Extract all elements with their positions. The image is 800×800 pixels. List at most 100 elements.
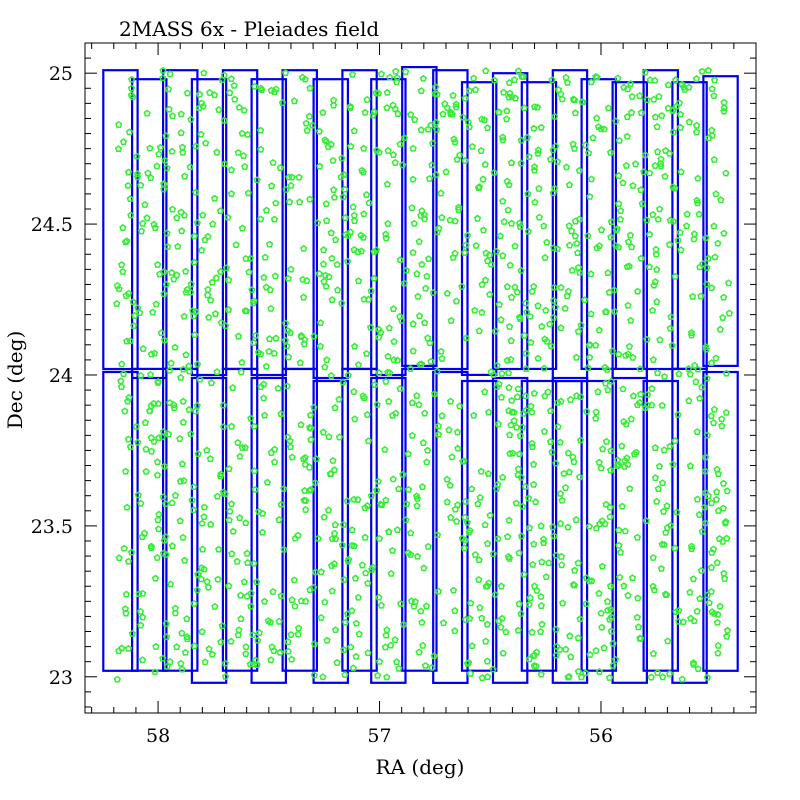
source-point-1451	[178, 665, 186, 673]
source-point-223	[164, 242, 172, 250]
source-point-1087	[142, 445, 150, 453]
source-point-602	[162, 132, 170, 139]
source-point-991	[529, 460, 538, 468]
source-point-898	[432, 125, 441, 133]
source-point-1036	[621, 527, 629, 535]
source-point-1172	[437, 347, 445, 355]
source-point-1003	[424, 255, 433, 263]
source-point-141	[617, 207, 625, 214]
source-point-504	[253, 176, 261, 184]
x-axis-label: RA (deg)	[376, 755, 465, 779]
source-point-1221	[306, 195, 314, 203]
source-point-1157	[300, 293, 308, 301]
source-point-676	[543, 337, 551, 345]
source-point-565	[328, 296, 336, 304]
source-point-1190	[260, 394, 268, 402]
source-point-1027	[301, 460, 309, 468]
source-point-145	[618, 442, 626, 450]
source-point-1145	[544, 388, 552, 396]
source-point-1594	[187, 288, 195, 296]
source-point-811	[561, 483, 570, 491]
source-point-108	[366, 323, 375, 331]
source-point-1458	[190, 506, 198, 514]
source-point-255	[221, 672, 230, 680]
source-point-1450	[242, 643, 250, 650]
source-point-53	[486, 290, 494, 298]
source-point-883	[338, 541, 346, 549]
source-point-410	[384, 352, 392, 360]
source-point-1559	[424, 125, 432, 133]
source-point-99	[193, 360, 202, 368]
source-point-561	[163, 229, 171, 237]
source-point-1355	[168, 268, 176, 276]
source-point-1176	[634, 287, 642, 295]
source-point-1531	[643, 335, 651, 343]
source-point-1109	[538, 558, 546, 566]
source-point-458	[714, 239, 722, 247]
source-point-13	[121, 407, 129, 415]
source-point-172	[396, 140, 404, 148]
source-point-65	[171, 609, 179, 617]
source-point-1348	[190, 258, 198, 266]
source-point-1238	[653, 147, 662, 155]
source-point-1356	[246, 660, 254, 668]
source-point-153	[713, 618, 721, 626]
source-point-45	[206, 88, 214, 96]
source-point-277	[628, 92, 636, 100]
source-point-452	[657, 159, 665, 167]
source-point-915	[587, 270, 595, 278]
source-point-1442	[571, 109, 580, 117]
source-point-619	[329, 456, 337, 464]
source-point-1443	[554, 422, 562, 430]
source-point-1548	[533, 103, 542, 111]
source-point-706	[384, 219, 392, 227]
source-point-1439	[247, 414, 255, 422]
source-point-914	[149, 308, 157, 316]
source-point-728	[209, 220, 217, 228]
source-point-387	[193, 586, 201, 594]
source-point-233	[714, 641, 722, 649]
source-point-1514	[369, 563, 377, 571]
source-point-1073	[672, 608, 680, 616]
source-point-1568	[571, 217, 580, 225]
source-point-1409	[217, 470, 225, 478]
source-point-1046	[382, 377, 390, 385]
source-point-1350	[472, 241, 480, 249]
source-point-1527	[162, 550, 170, 558]
source-point-202	[546, 155, 555, 163]
source-point-528	[574, 249, 582, 257]
source-point-322	[687, 542, 696, 550]
source-point-400	[497, 315, 505, 323]
source-point-1537	[322, 216, 331, 224]
source-point-916	[612, 117, 620, 125]
source-point-977	[134, 491, 142, 499]
source-point-488	[607, 446, 615, 454]
source-point-1297	[453, 428, 462, 436]
source-point-1200	[420, 564, 428, 572]
source-point-1299	[284, 353, 293, 361]
source-point-1110	[718, 415, 726, 423]
source-point-799	[565, 672, 573, 680]
source-point-836	[707, 587, 715, 595]
source-point-97	[570, 566, 579, 574]
source-point-668	[603, 365, 611, 373]
source-point-1170	[592, 408, 600, 416]
source-point-925	[484, 469, 492, 477]
source-point-1441	[520, 104, 528, 112]
source-point-1413	[183, 633, 191, 640]
source-point-1533	[507, 336, 515, 344]
source-point-1230	[154, 399, 162, 407]
source-point-1349	[482, 637, 490, 645]
source-point-363	[438, 411, 446, 419]
source-point-877	[606, 582, 615, 590]
source-point-635	[646, 230, 654, 238]
source-point-1320	[577, 321, 585, 329]
source-point-270	[592, 524, 600, 532]
source-point-1074	[218, 76, 226, 84]
source-point-1086	[538, 322, 546, 330]
source-point-244	[187, 115, 195, 123]
source-point-1203	[411, 115, 419, 123]
source-point-338	[332, 236, 340, 243]
source-point-1278	[348, 526, 356, 534]
source-point-1130	[626, 79, 635, 87]
